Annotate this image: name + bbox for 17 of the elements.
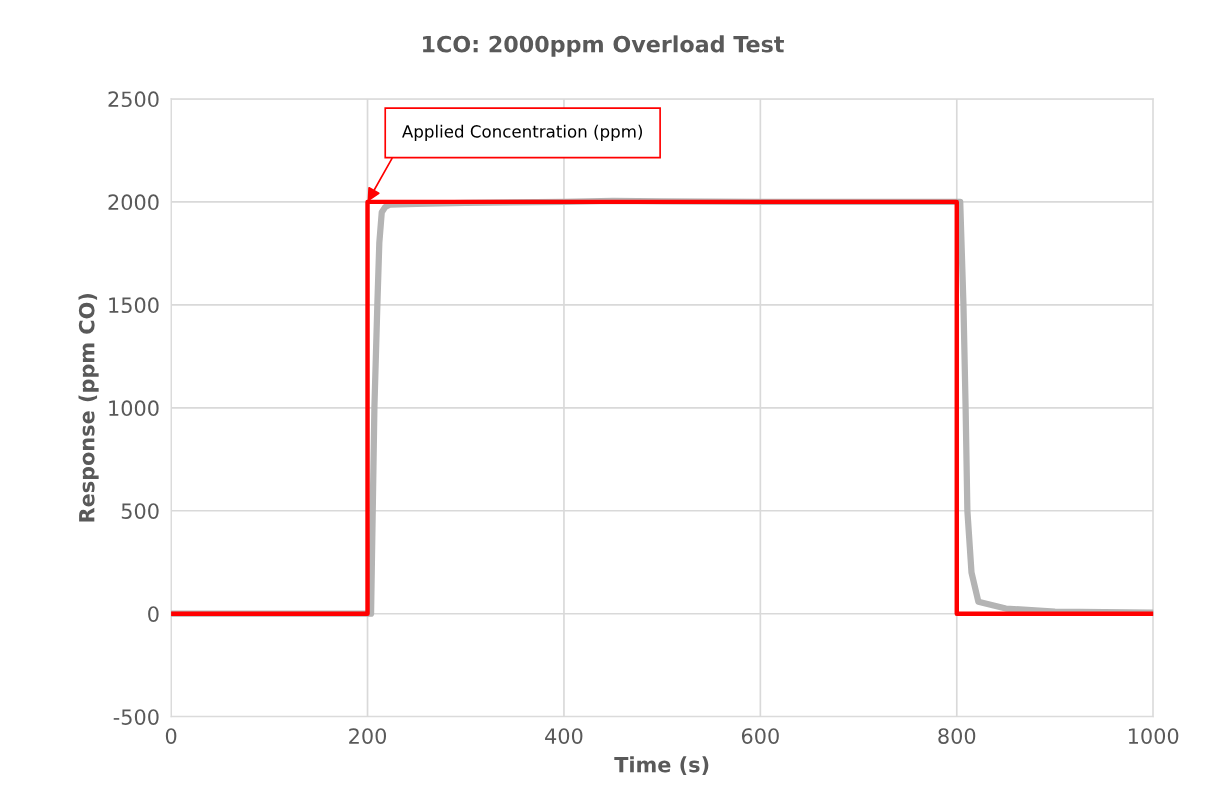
y-tick-label: 1000: [109, 400, 159, 417]
y-tick-label: 0: [148, 606, 159, 622]
x-tick-label: 1000: [1128, 728, 1179, 744]
annotation: Applied Concentration (ppm): [402, 124, 643, 141]
y-tick-label: 1500: [109, 297, 159, 314]
x-axis-title: Time (s): [614, 756, 709, 775]
y-tick-label: 2000: [108, 194, 159, 211]
y-tick-label: 2500: [108, 91, 159, 108]
x-tick-label: 0: [165, 728, 177, 744]
y-tick-label: -500: [113, 709, 159, 725]
x-tick-label: 400: [545, 728, 583, 744]
chart-title: 1CO: 2000ppm Overload Test: [423, 35, 784, 57]
x-tick-label: 800: [938, 728, 976, 744]
y-tick-label: 500: [121, 503, 159, 519]
x-tick-label: 200: [349, 728, 387, 744]
y-axis-title: Response (ppm CO): [78, 293, 99, 522]
x-tick-label: 600: [741, 728, 779, 744]
